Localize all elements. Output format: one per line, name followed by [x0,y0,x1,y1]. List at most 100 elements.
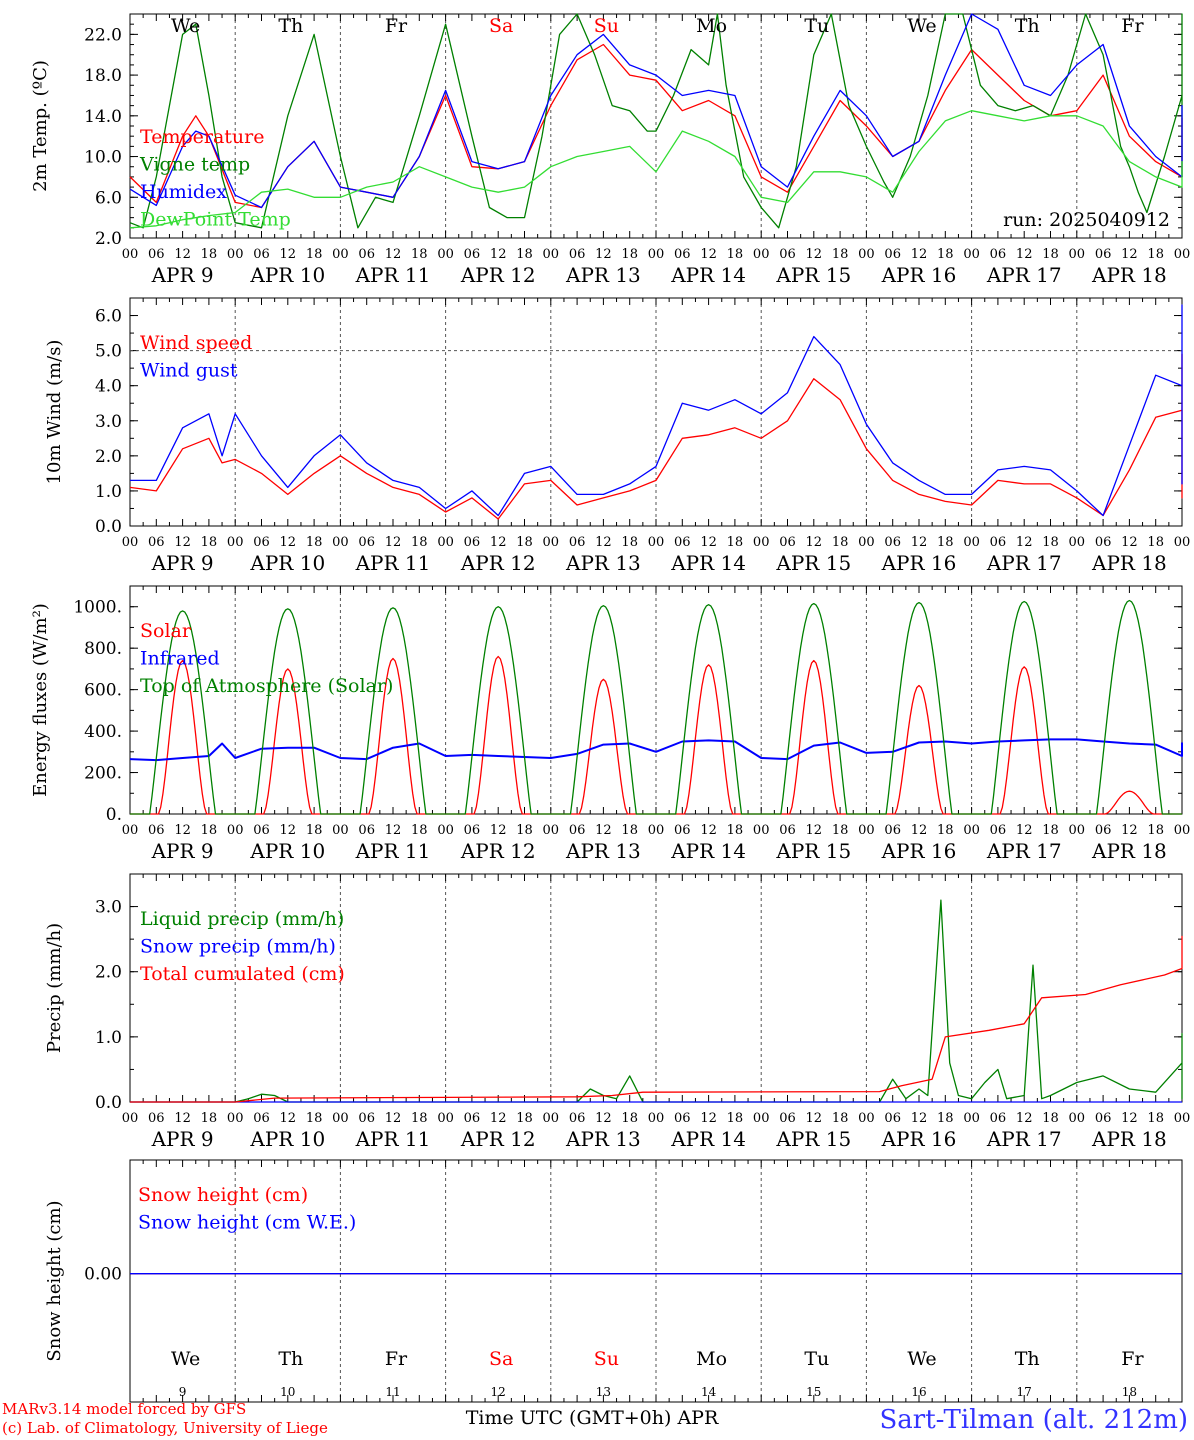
hour-tick-label: 18 [516,1111,533,1126]
hour-tick-label: 00 [648,247,665,262]
legend-wind-speed: Wind speed [140,332,252,354]
hour-tick-label: 12 [174,823,191,838]
hour-tick-label: 18 [727,1111,744,1126]
hour-tick-label: 00 [437,1111,454,1126]
hour-tick-label: 06 [884,535,901,550]
date-label: APR 15 [775,1127,851,1151]
hour-tick-label: 06 [1095,823,1112,838]
hour-tick-label: 06 [990,1111,1007,1126]
hour-tick-label: 18 [937,535,954,550]
hour-tick-label: 12 [174,247,191,262]
hour-tick-label: 06 [779,1111,796,1126]
hour-tick-label: 18 [727,535,744,550]
weekday-label: Sa [489,15,513,37]
legend-wind-gust: Wind gust [140,360,238,382]
hour-tick-label: 12 [806,1111,823,1126]
hour-tick-label: 06 [674,1111,691,1126]
hour-tick-label: 12 [806,823,823,838]
weekday-label: Fr [385,1348,408,1370]
hour-tick-label: 18 [1042,823,1059,838]
hour-tick-label: 06 [1095,1111,1112,1126]
hour-tick-label: 00 [437,535,454,550]
snow-y-axis-label: Snow height (cm) [44,1200,65,1361]
day-number-label: 18 [1122,1385,1137,1399]
hour-tick-label: 00 [648,535,665,550]
hour-tick-label: 18 [1147,535,1164,550]
hour-tick-label: 06 [569,247,586,262]
date-label: APR 11 [355,263,431,287]
date-label: APR 17 [986,839,1062,863]
hour-tick-label: 06 [1095,535,1112,550]
date-label: APR 18 [1091,839,1167,863]
energy-series-top-of-atmosphere-solar [130,599,1182,815]
weekday-label: Tu [804,1348,829,1370]
hour-tick-label: 06 [569,535,586,550]
temp-series-humidex [129,13,1183,209]
hour-tick-label: 00 [858,535,875,550]
energy-series-infrared [129,738,1183,762]
hour-tick-label: 12 [911,535,928,550]
legend-infrared: Infrared [140,648,220,670]
hour-tick-label: 06 [569,1111,586,1126]
hour-tick-label: 12 [700,247,717,262]
hour-tick-label: 18 [937,823,954,838]
hour-tick-label: 12 [385,823,402,838]
copyright-credit: (c) Lab. of Climatology, University of L… [2,1419,328,1437]
hour-tick-label: 00 [437,247,454,262]
hour-tick-label: 00 [1174,535,1191,550]
hour-tick-label: 00 [858,247,875,262]
hour-tick-label: 06 [253,1111,270,1126]
hour-tick-label: 12 [1121,1111,1138,1126]
hour-tick-label: 18 [516,535,533,550]
hour-tick-label: 00 [1174,247,1191,262]
hour-tick-label: 06 [884,823,901,838]
date-label: APR 15 [775,839,851,863]
day-number-label: 14 [701,1385,717,1399]
hour-tick-label: 12 [595,535,612,550]
hour-tick-label: 12 [700,1111,717,1126]
legend-liquid-precip-mm-h: Liquid precip (mm/h) [140,908,344,930]
date-label: APR 17 [986,263,1062,287]
wind-y-tick-label: 1.0 [95,482,122,502]
hour-tick-label: 00 [858,823,875,838]
hour-tick-label: 12 [1121,247,1138,262]
hour-tick-label: 12 [385,247,402,262]
hour-tick-label: 18 [306,1111,323,1126]
temp-y-axis-label: 2m Temp. (ºC) [30,60,51,192]
date-label: APR 11 [355,1127,431,1151]
legend-total-cumulated-cm: Total cumulated (cm) [140,963,345,985]
precip-y-tick-label: 0.0 [95,1093,122,1113]
temp-panel: 2.0 6.0 10.0 14.0 18.0 22.0 2m Temp. (ºC) Tempe… [30,13,1191,287]
date-label: APR 16 [881,1127,957,1151]
hour-tick-label: 06 [990,823,1007,838]
date-label: APR 10 [249,263,325,287]
weekday-label: Th [278,15,303,37]
weekday-label: Fr [1121,1348,1144,1370]
date-label: APR 11 [355,551,431,575]
date-label: APR 14 [670,263,746,287]
hour-tick-label: 18 [411,823,428,838]
hour-tick-label: 12 [490,1111,507,1126]
energy-panel: 0. 200. 400. 600. 800. 1000. Energy fluxes (W/… [30,585,1190,863]
hour-tick-label: 12 [806,247,823,262]
hour-tick-label: 00 [1069,247,1086,262]
weekday-label: We [171,1348,200,1370]
hour-tick-label: 18 [1147,247,1164,262]
hour-tick-label: 06 [358,247,375,262]
hour-tick-label: 18 [621,247,638,262]
day-number-label: 17 [1017,1385,1032,1399]
hour-tick-label: 12 [385,535,402,550]
hour-tick-label: 06 [358,1111,375,1126]
x-axis-label: Time UTC (GMT+0h) APR [466,1407,719,1429]
day-number-label: 12 [491,1385,506,1399]
date-label: APR 18 [1091,551,1167,575]
date-label: APR 12 [460,839,536,863]
date-label: APR 13 [565,839,641,863]
weekday-label: We [171,15,200,37]
hour-tick-label: 06 [884,247,901,262]
hour-tick-label: 00 [648,823,665,838]
hour-tick-label: 00 [543,247,560,262]
hour-tick-label: 12 [1016,1111,1033,1126]
legend-solar: Solar [140,620,192,642]
hour-tick-label: 00 [753,823,770,838]
